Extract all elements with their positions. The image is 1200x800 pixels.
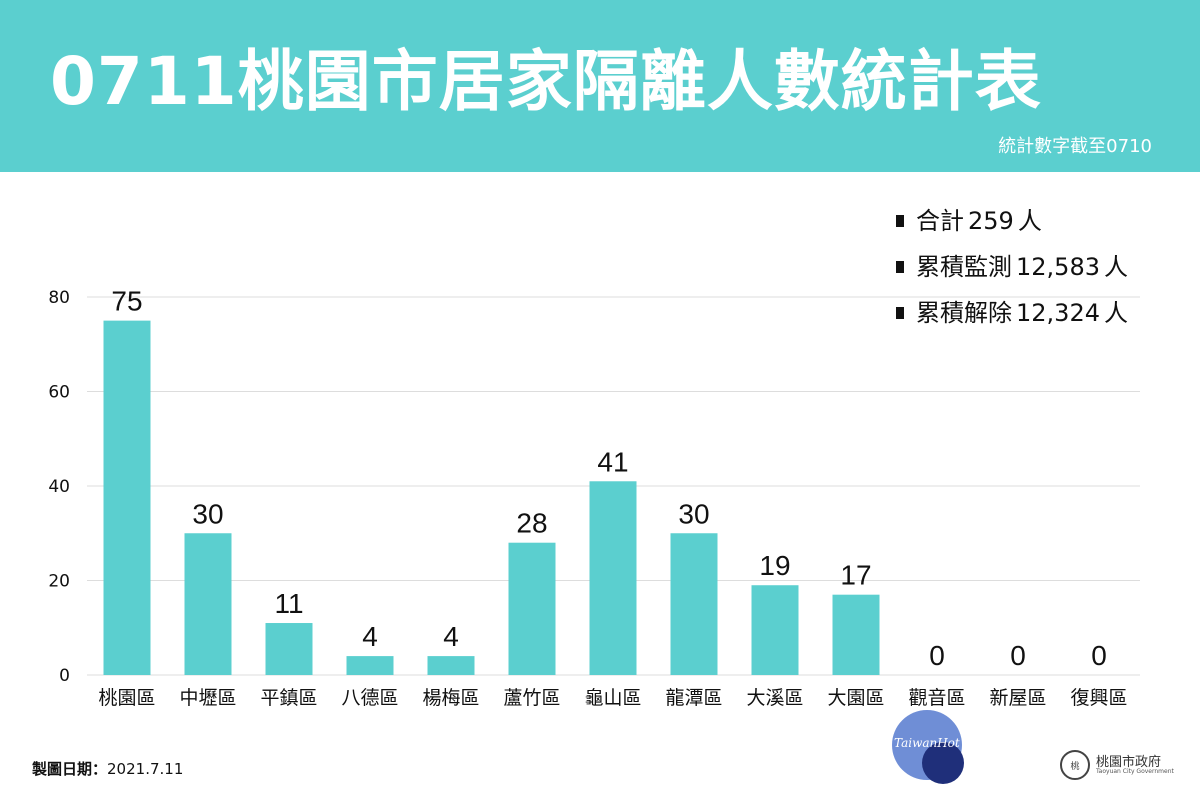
x-tick-label: 大園區	[827, 687, 884, 709]
stat-monitored-unit: 人	[1103, 253, 1128, 281]
bar	[508, 542, 556, 675]
bullet-icon	[896, 307, 904, 319]
x-tick-label: 八德區	[341, 687, 398, 709]
x-tick-label: 龜山區	[584, 687, 641, 709]
bar	[589, 481, 637, 675]
value-label: 0	[929, 640, 945, 671]
value-label: 28	[516, 508, 547, 539]
gov-name: 桃園市政府	[1096, 754, 1162, 770]
y-tick-label: 40	[48, 477, 70, 497]
stat-total-value: 259	[968, 207, 1014, 235]
stat-released-unit: 人	[1103, 299, 1128, 327]
chart-date-value: 2021.7.11	[107, 760, 184, 778]
value-label: 30	[192, 498, 223, 529]
bar	[103, 320, 151, 675]
value-label: 75	[111, 286, 142, 317]
chart-date-label: 製圖日期：	[32, 760, 108, 778]
page-title: 0711桃園市居家隔離人數統計表	[50, 43, 1042, 120]
bar	[265, 623, 313, 675]
y-tick-label: 60	[48, 383, 70, 403]
stat-monitored-label: 累積監測	[916, 253, 1012, 281]
summary-stats: 合計 259 人 累積監測 12,583 人 累積解除 12,324 人	[896, 198, 1186, 336]
x-tick-label: 觀音區	[908, 687, 965, 709]
y-tick-label: 0	[59, 666, 70, 686]
y-tick-label: 20	[48, 572, 70, 592]
value-label: 30	[678, 498, 709, 529]
y-tick-label: 80	[48, 288, 70, 308]
x-tick-label: 龍潭區	[665, 687, 722, 709]
value-label: 4	[443, 621, 459, 652]
value-label: 0	[1010, 640, 1026, 671]
bar	[670, 533, 718, 675]
value-label: 17	[840, 560, 871, 591]
bar	[184, 533, 232, 675]
logo-circle-icon	[922, 742, 964, 784]
x-tick-label: 新屋區	[989, 687, 1046, 709]
value-label: 19	[759, 550, 790, 581]
bar	[751, 585, 799, 675]
x-tick-label: 大溪區	[746, 687, 803, 709]
x-tick-label: 蘆竹區	[503, 687, 560, 709]
value-label: 41	[597, 446, 628, 477]
city-seal-icon: 桃	[1060, 750, 1090, 780]
stat-total: 合計 259 人	[896, 198, 1186, 244]
stat-released-label: 累積解除	[916, 299, 1012, 327]
stat-monitored: 累積監測 12,583 人	[896, 244, 1186, 290]
stat-monitored-value: 12,583	[1016, 253, 1100, 281]
gov-text: 桃園市政府 Taoyuan City Government	[1096, 756, 1174, 775]
gov-name-en: Taoyuan City Government	[1096, 767, 1174, 775]
value-label: 4	[362, 621, 378, 652]
stat-released: 累積解除 12,324 人	[896, 290, 1186, 336]
bar	[427, 656, 475, 675]
x-tick-label: 平鎮區	[260, 687, 317, 709]
x-tick-label: 桃園區	[98, 687, 155, 709]
stat-total-unit: 人	[1017, 207, 1042, 235]
header-banner: 0711桃園市居家隔離人數統計表 統計數字截至0710	[0, 0, 1200, 172]
x-tick-label: 楊梅區	[422, 687, 479, 709]
data-cutoff-note: 統計數字截至0710	[998, 136, 1152, 157]
bullet-icon	[896, 215, 904, 227]
logo-text: TaiwanHot	[894, 736, 960, 750]
x-tick-label: 復興區	[1070, 687, 1127, 709]
value-label: 11	[274, 588, 303, 619]
stat-released-value: 12,324	[1016, 299, 1100, 327]
value-label: 0	[1091, 640, 1107, 671]
x-tick-label: 中壢區	[179, 687, 236, 709]
bullet-icon	[896, 261, 904, 273]
bar	[346, 656, 394, 675]
taiwanhot-logo: TaiwanHot	[892, 710, 964, 784]
gov-logo: 桃 桃園市政府 Taoyuan City Government	[1060, 750, 1174, 780]
chart-date: 製圖日期：2021.7.11	[32, 758, 183, 779]
bar	[832, 594, 880, 675]
stat-total-label: 合計	[916, 207, 964, 235]
